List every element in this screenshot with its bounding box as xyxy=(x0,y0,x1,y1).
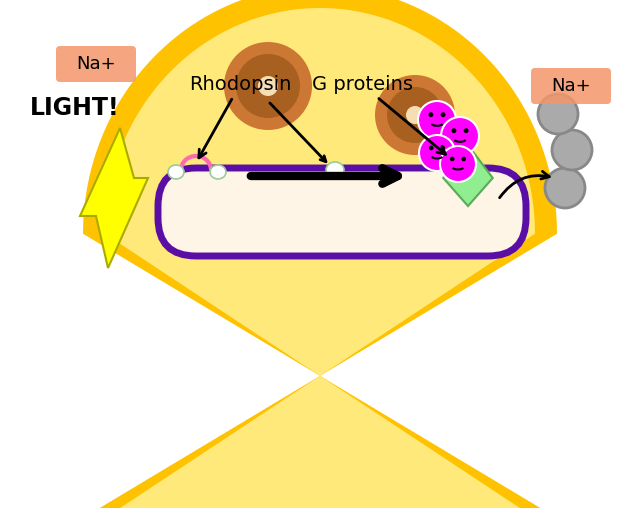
Polygon shape xyxy=(80,128,148,268)
Text: LIGHT!: LIGHT! xyxy=(30,96,119,120)
Circle shape xyxy=(236,54,300,118)
Circle shape xyxy=(552,130,592,170)
Circle shape xyxy=(375,75,455,155)
Circle shape xyxy=(538,94,578,134)
FancyBboxPatch shape xyxy=(56,46,136,82)
Circle shape xyxy=(545,168,585,208)
Circle shape xyxy=(387,87,443,143)
Circle shape xyxy=(440,146,476,182)
Circle shape xyxy=(441,112,445,117)
Circle shape xyxy=(461,156,466,162)
Circle shape xyxy=(224,42,312,130)
Circle shape xyxy=(464,128,468,133)
Circle shape xyxy=(440,146,445,150)
Ellipse shape xyxy=(326,162,344,178)
Polygon shape xyxy=(83,0,557,508)
Polygon shape xyxy=(443,145,493,206)
Polygon shape xyxy=(105,8,535,508)
Text: Na+: Na+ xyxy=(551,77,591,95)
Circle shape xyxy=(429,112,433,117)
Ellipse shape xyxy=(210,165,226,179)
FancyBboxPatch shape xyxy=(531,68,611,104)
Circle shape xyxy=(258,76,278,96)
Circle shape xyxy=(450,156,454,162)
Circle shape xyxy=(441,117,479,155)
Circle shape xyxy=(418,101,456,139)
Ellipse shape xyxy=(168,165,184,179)
FancyBboxPatch shape xyxy=(158,168,526,256)
Text: G proteins: G proteins xyxy=(311,75,445,154)
Circle shape xyxy=(429,146,434,150)
Ellipse shape xyxy=(444,163,460,177)
Circle shape xyxy=(451,128,456,133)
Circle shape xyxy=(419,135,455,171)
Text: Rhodopsin: Rhodopsin xyxy=(189,75,291,158)
Circle shape xyxy=(406,106,424,124)
Text: Na+: Na+ xyxy=(76,55,116,73)
